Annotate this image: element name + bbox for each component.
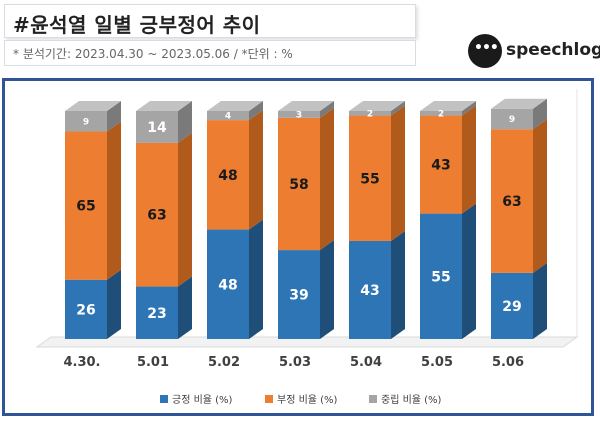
title-box: #윤석열 일별 긍부정어 추이 xyxy=(4,4,416,38)
stacked-bar-chart: 26 65 9 4.30. 23 63 14 5.01 48 48 4 5.02 39 58 3 5.03 43… xyxy=(35,89,579,406)
x-tick-label: 5.04 xyxy=(350,355,382,370)
bar-segment-side xyxy=(107,101,121,132)
bar-segment-front xyxy=(420,111,462,116)
data-label: 55 xyxy=(360,171,379,187)
data-label: 39 xyxy=(289,288,308,304)
bar-segment-front xyxy=(278,111,320,118)
data-label: 65 xyxy=(76,199,95,215)
data-label: 9 xyxy=(509,115,515,125)
x-tick-label: 5.05 xyxy=(421,355,453,370)
bar-segment-side xyxy=(462,203,476,339)
data-label: 58 xyxy=(289,177,308,193)
bar-segment-side xyxy=(320,240,334,339)
bar-segment-side xyxy=(462,105,476,214)
data-label: 43 xyxy=(431,158,450,174)
bar-segment-front xyxy=(349,115,391,241)
bar-segment-side xyxy=(178,276,192,339)
bar-segment-front xyxy=(65,279,107,339)
data-label: 43 xyxy=(360,283,379,299)
data-label: 48 xyxy=(218,168,237,184)
x-tick-label: 4.30. xyxy=(63,355,100,370)
data-label: 48 xyxy=(218,277,237,293)
bar-segment-side xyxy=(320,107,334,251)
bar-segment-front xyxy=(136,111,178,143)
bar-segment-side xyxy=(178,101,192,143)
bar-segment-front xyxy=(207,111,249,121)
bar-segment-front xyxy=(65,111,107,132)
bar-segment-side xyxy=(249,101,263,121)
legend-entry: 부정 비율 (%) xyxy=(277,394,338,406)
bar-segment-side xyxy=(533,262,547,339)
bar-segment-front xyxy=(420,213,462,339)
bar-segment-side xyxy=(533,119,547,273)
bar-top-face xyxy=(420,101,476,111)
x-tick-label: 5.03 xyxy=(279,355,311,370)
data-label: 63 xyxy=(502,194,521,210)
bar-segment-front xyxy=(207,120,249,230)
data-label: 29 xyxy=(502,299,521,315)
logo-text: speechlog xyxy=(506,40,600,60)
bar-segment-side xyxy=(107,121,121,280)
speechlog-logo: ••• speechlog xyxy=(468,30,600,72)
bar-segment-side xyxy=(249,110,263,230)
bar-segment-front xyxy=(136,286,178,339)
bar-segment-side xyxy=(107,269,121,339)
bar-top-face xyxy=(278,101,334,111)
bar-segment-front xyxy=(65,131,107,280)
x-tick-label: 5.06 xyxy=(492,355,524,370)
data-label: 63 xyxy=(147,208,166,224)
bar-segment-side xyxy=(533,98,547,130)
data-label: 2 xyxy=(367,109,373,119)
bar-segment-front xyxy=(491,108,533,130)
data-label: 2 xyxy=(438,109,444,119)
bar-segment-side xyxy=(462,101,476,116)
bar-segment-front xyxy=(349,240,391,339)
bar-top-face xyxy=(65,101,121,111)
bar-segment-front xyxy=(278,250,320,339)
data-label: 4 xyxy=(225,112,231,122)
data-label: 55 xyxy=(431,269,450,285)
bar-segment-side xyxy=(249,219,263,339)
bar-segment-front xyxy=(207,229,249,339)
legend-swatch xyxy=(160,395,168,403)
logo-dots: ••• xyxy=(474,40,499,56)
legend-swatch xyxy=(265,395,273,403)
data-label: 14 xyxy=(147,120,167,136)
x-tick-label: 5.02 xyxy=(208,355,240,370)
bar-segment-side xyxy=(391,101,405,116)
bar-segment-front xyxy=(278,117,320,251)
bar-segment-front xyxy=(349,111,391,116)
subtitle-box: * 분석기간: 2023.04.30 ~ 2023.05.06 / *단위 : … xyxy=(4,40,416,66)
bar-segment-side xyxy=(178,132,192,287)
bar-top-face xyxy=(207,101,263,111)
legend-entry: 긍정 비율 (%) xyxy=(172,394,233,406)
legend-swatch xyxy=(369,395,377,403)
speech-bubble-icon xyxy=(468,34,502,68)
bar-top-face xyxy=(136,101,192,111)
data-label: 26 xyxy=(76,302,95,318)
x-tick-label: 5.01 xyxy=(137,355,169,370)
data-label: 23 xyxy=(147,306,166,322)
bar-segment-front xyxy=(491,129,533,273)
data-label: 3 xyxy=(296,110,302,120)
bar-segment-front xyxy=(136,142,178,287)
chart-frame: 26 65 9 4.30. 23 63 14 5.01 48 48 4 5.02 39 58 3 5.03 43… xyxy=(2,78,594,416)
bar-top-face xyxy=(349,101,405,111)
page-title: #윤석열 일별 긍부정어 추이 xyxy=(13,13,261,37)
bar-segment-front xyxy=(420,115,462,214)
bar-top-face xyxy=(491,98,547,109)
legend-entry: 중립 비율 (%) xyxy=(381,393,442,406)
bar-segment-side xyxy=(320,101,334,118)
bar-segment-front xyxy=(491,272,533,339)
analysis-period: * 분석기간: 2023.04.30 ~ 2023.05.06 / *단위 : … xyxy=(13,47,293,61)
data-label: 9 xyxy=(83,117,89,127)
bar-segment-side xyxy=(391,230,405,339)
bar-segment-side xyxy=(391,105,405,241)
